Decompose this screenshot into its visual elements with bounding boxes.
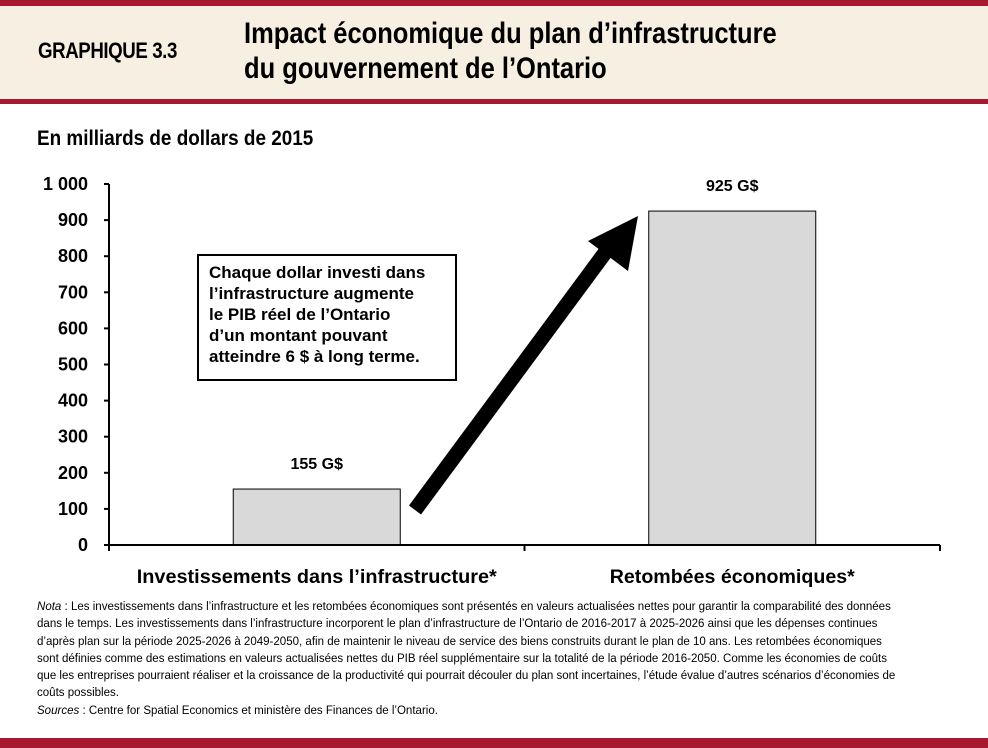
callout-line: d’un montant pouvant: [209, 326, 388, 345]
callout-box: Chaque dollar investi dans l’infrastruct…: [197, 254, 457, 381]
nota-text: : Les investissements dans l’infrastruct…: [37, 599, 896, 700]
title-line-1: Impact économique du plan d’infrastructu…: [244, 17, 777, 50]
sources-label: Sources: [37, 702, 80, 717]
bottom-band: [0, 738, 988, 748]
bar: [232, 488, 401, 546]
y-tick-label: 300: [58, 427, 88, 447]
arrow-shaft: [408, 241, 617, 515]
data-label: 155 G$: [291, 456, 344, 473]
arrow-head: [588, 216, 638, 271]
y-tick-label: 0: [78, 535, 88, 555]
y-tick-label: 900: [58, 210, 88, 230]
x-tick-label: Investissements dans l’infrastructure*: [137, 567, 498, 588]
y-tick-label: 200: [58, 463, 88, 483]
page-title: Impact économique du plan d’infrastructu…: [244, 16, 777, 86]
callout-line: le PIB réel de l’Ontario: [209, 305, 391, 324]
figure-number: GRAPHIQUE 3.3: [38, 38, 177, 63]
sources-text: : Centre for Spatial Economics et minist…: [79, 702, 438, 717]
y-axis-label: En milliards de dollars de 2015: [37, 127, 314, 150]
callout-line: Chaque dollar investi dans: [209, 263, 426, 282]
y-tick-label: 500: [58, 355, 88, 375]
bar: [648, 210, 817, 546]
y-tick-label: 400: [58, 391, 88, 411]
y-tick-label: 600: [58, 318, 88, 338]
callout-line: l’infrastructure augmente: [209, 284, 414, 303]
footnote: Nota : Les investissements dans l’infras…: [37, 598, 902, 719]
header: [0, 6, 988, 100]
title-line-2: du gouvernement de l’Ontario: [244, 52, 607, 85]
y-tick-label: 100: [58, 499, 88, 519]
y-tick-label: 800: [58, 246, 88, 266]
header-divider: [0, 99, 988, 104]
nota-label: Nota: [37, 599, 62, 613]
top-band: [0, 0, 988, 6]
x-tick-label: Retombées économiques*: [610, 567, 856, 588]
data-label: 925 G$: [706, 178, 759, 195]
y-tick-label: 1 000: [43, 174, 88, 194]
callout-line: atteindre 6 $ à long terme.: [209, 347, 420, 366]
y-tick-label: 700: [58, 282, 88, 302]
bar-chart: 155 G$ Investissements dans l’infrastruct…: [43, 174, 941, 588]
